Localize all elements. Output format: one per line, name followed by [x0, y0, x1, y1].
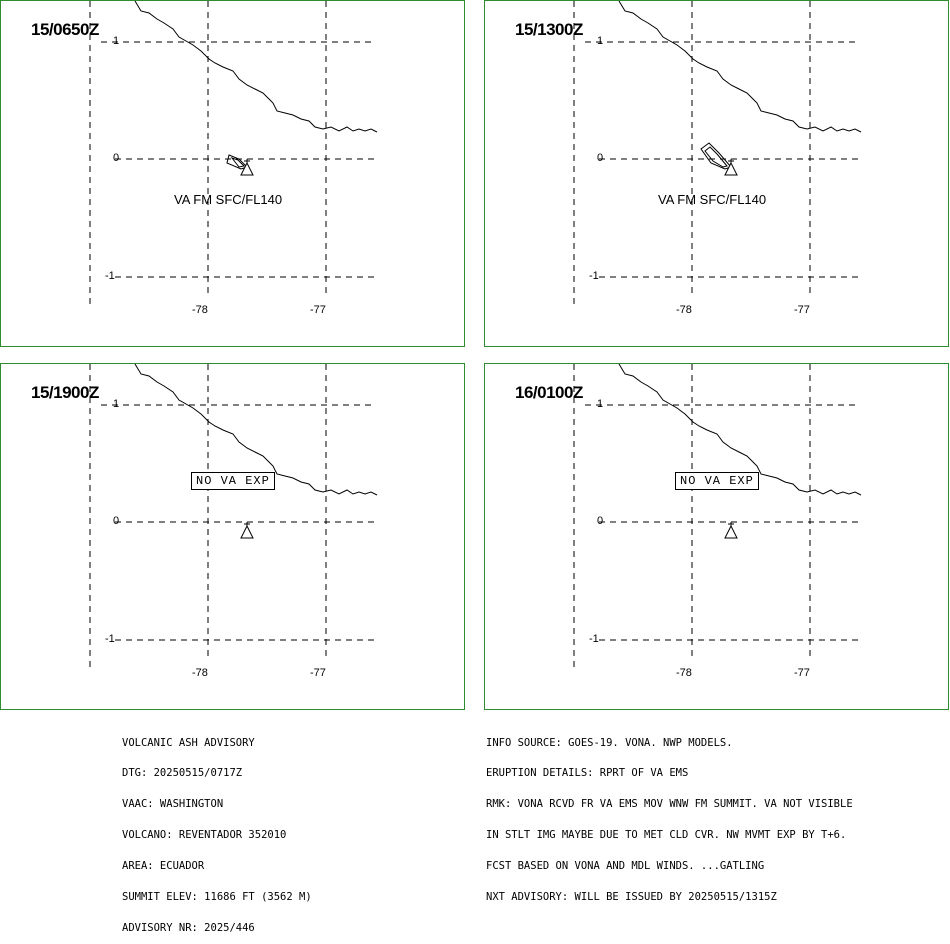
advisory-line: VAAC: WASHINGTON: [122, 798, 224, 811]
advisory-text-right: INFO SOURCE: GOES-19. VONA. NWP MODELS. …: [486, 717, 853, 913]
advisory-line: ADVISORY NR: 2025/446: [122, 921, 255, 934]
volcano-triangle-icon: [240, 522, 254, 539]
lon-label-77: -77: [794, 304, 810, 316]
map-graphics: [573, 1, 862, 308]
no-va-expected-box: NO VA EXP: [191, 472, 275, 490]
lon-label-78: -78: [192, 304, 208, 316]
map-panel-1: 15/0650Z 1 0 -1 -78 -77 VA FM SFC/FL140: [0, 0, 465, 347]
panel-timestamp: 15/1300Z: [515, 20, 583, 39]
lon-label-78: -78: [676, 667, 692, 679]
lat-label-neg1: -1: [589, 270, 599, 282]
lat-label-neg1: -1: [105, 270, 115, 282]
advisory-text-left: VOLCANIC ASH ADVISORY DTG: 20250515/0717…: [122, 717, 312, 944]
va-altitude-label: VA FM SFC/FL140: [658, 192, 767, 207]
lat-label-0: 0: [113, 515, 120, 527]
lat-label-1: 1: [113, 398, 120, 410]
lat-label-1: 1: [597, 35, 604, 47]
advisory-line: IN STLT IMG MAYBE DUE TO MET CLD CVR. NW…: [486, 829, 847, 842]
advisory-line: VOLCANO: REVENTADOR 352010: [122, 829, 287, 842]
panel-timestamp: 15/1900Z: [31, 383, 99, 402]
coastline: [134, 1, 378, 133]
lon-label-77: -77: [310, 667, 326, 679]
map-panel-3: 15/1900Z 1 0 -1 -78 -77 NO VA EXP: [0, 363, 465, 710]
lat-label-neg1: -1: [105, 633, 115, 645]
map-graphics: [89, 1, 378, 308]
advisory-line: INFO SOURCE: GOES-19. VONA. NWP MODELS.: [486, 736, 733, 749]
advisory-line: SUMMIT ELEV: 11686 FT (3562 M): [122, 891, 312, 904]
map-panel-2: 15/1300Z 1 0 -1 -78 -77 VA FM SFC/FL140: [484, 0, 949, 347]
advisory-line: FCST BASED ON VONA AND MDL WINDS. ...GAT…: [486, 860, 765, 873]
lon-label-78: -78: [192, 667, 208, 679]
coastline: [134, 364, 378, 496]
coastline: [618, 364, 862, 496]
panel-timestamp: 15/0650Z: [31, 20, 99, 39]
ash-plume: [700, 142, 732, 170]
lat-label-1: 1: [113, 35, 120, 47]
lat-label-neg1: -1: [589, 633, 599, 645]
graticule: [89, 364, 376, 671]
map-graphics: [573, 364, 862, 671]
coastline: [618, 1, 862, 133]
lat-label-0: 0: [597, 515, 604, 527]
volcano-triangle-icon: [724, 159, 738, 176]
no-va-expected-box: NO VA EXP: [675, 472, 759, 490]
lon-label-77: -77: [794, 667, 810, 679]
lon-label-78: -78: [676, 304, 692, 316]
lat-label-0: 0: [113, 152, 120, 164]
advisory-line: NXT ADVISORY: WILL BE ISSUED BY 20250515…: [486, 891, 777, 904]
map-graphics: [89, 364, 378, 671]
graticule: [573, 1, 860, 308]
lon-label-77: -77: [310, 304, 326, 316]
map-panel-4: 16/0100Z 1 0 -1 -78 -77 NO VA EXP: [484, 363, 949, 710]
graticule: [573, 364, 860, 671]
panel-timestamp: 16/0100Z: [515, 383, 583, 402]
volcano-triangle-icon: [724, 522, 738, 539]
ash-plume: [226, 154, 248, 170]
lat-label-0: 0: [597, 152, 604, 164]
advisory-line: ERUPTION DETAILS: RPRT OF VA EMS: [486, 767, 689, 780]
advisory-line: DTG: 20250515/0717Z: [122, 767, 243, 780]
lat-label-1: 1: [597, 398, 604, 410]
advisory-line: RMK: VONA RCVD FR VA EMS MOV WNW FM SUMM…: [486, 798, 853, 811]
advisory-line: AREA: ECUADOR: [122, 860, 205, 873]
advisory-line: VOLCANIC ASH ADVISORY: [122, 736, 255, 749]
volcano-triangle-icon: [240, 159, 254, 176]
graticule: [89, 1, 376, 308]
va-altitude-label: VA FM SFC/FL140: [174, 192, 283, 207]
